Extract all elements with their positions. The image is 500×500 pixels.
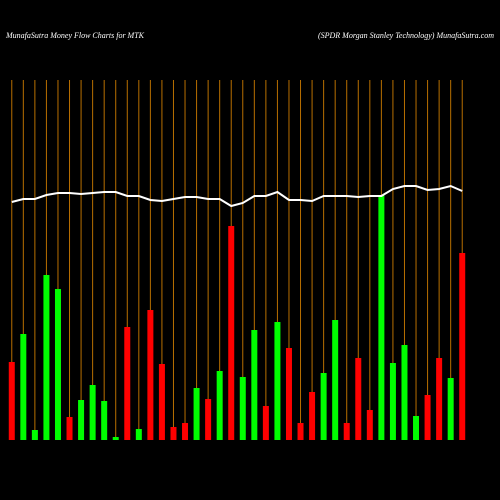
bar bbox=[158, 364, 165, 440]
bar bbox=[66, 417, 73, 440]
bar bbox=[78, 400, 85, 440]
bar bbox=[182, 423, 189, 440]
bar bbox=[297, 423, 304, 440]
bar bbox=[413, 416, 420, 440]
bar bbox=[343, 423, 350, 440]
bar bbox=[20, 334, 27, 440]
bar bbox=[436, 358, 443, 440]
bar bbox=[355, 358, 362, 440]
bar bbox=[285, 348, 292, 440]
bar bbox=[147, 310, 154, 440]
bar bbox=[205, 399, 212, 440]
bar bbox=[170, 427, 177, 440]
bar bbox=[124, 327, 131, 440]
bar bbox=[112, 437, 119, 440]
bar bbox=[424, 395, 431, 440]
bar bbox=[101, 401, 108, 440]
bar bbox=[320, 373, 327, 440]
bar bbox=[251, 330, 258, 440]
bar bbox=[447, 378, 454, 440]
bar bbox=[54, 289, 61, 440]
bar bbox=[31, 430, 38, 440]
bar bbox=[309, 392, 316, 440]
bar bbox=[239, 377, 246, 440]
bar bbox=[89, 385, 96, 440]
bar bbox=[378, 195, 385, 440]
bar bbox=[8, 362, 15, 440]
bar bbox=[228, 226, 235, 440]
money-flow-line bbox=[11, 184, 463, 208]
bar bbox=[193, 388, 200, 440]
chart-title: MunafaSutra Money Flow Charts for MTK bbox=[5, 31, 145, 40]
bar bbox=[366, 410, 373, 440]
bar bbox=[459, 253, 466, 440]
bar bbox=[332, 320, 339, 440]
bar bbox=[401, 345, 408, 440]
bar bbox=[262, 406, 269, 440]
bar bbox=[274, 322, 281, 440]
bar bbox=[43, 275, 50, 440]
bar bbox=[389, 363, 396, 440]
bar bbox=[135, 429, 142, 440]
bar bbox=[216, 371, 223, 440]
chart-subtitle: (SPDR Morgan Stanley Technology) MunafaS… bbox=[318, 31, 494, 40]
